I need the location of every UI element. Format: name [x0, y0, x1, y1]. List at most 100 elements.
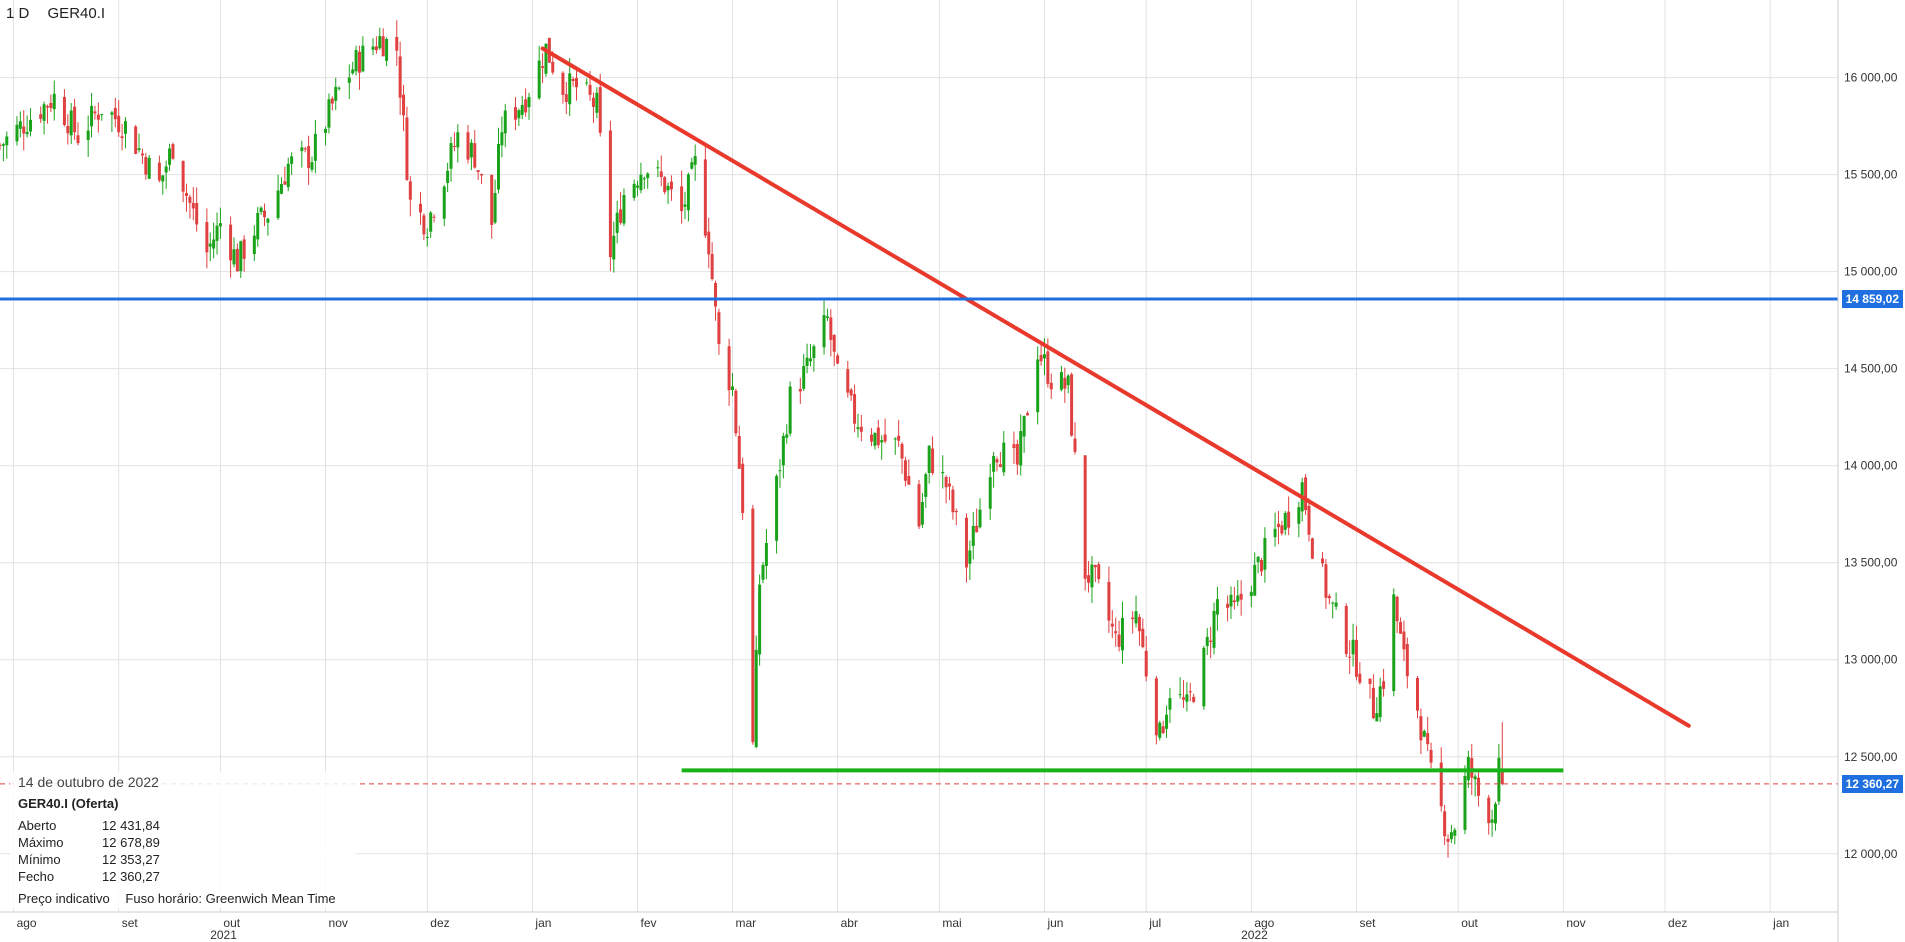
candle-body	[1371, 687, 1375, 719]
candle	[229, 216, 233, 278]
candle	[978, 498, 982, 529]
candle	[1049, 373, 1053, 399]
candle-body	[1497, 757, 1501, 802]
month-tick-label: dez	[1668, 916, 1687, 930]
month-tick-label: ago	[17, 916, 37, 930]
candle	[259, 206, 263, 215]
candle-body	[903, 460, 907, 481]
timeframe-label[interactable]: 1 D	[6, 5, 30, 22]
candle-body	[1063, 377, 1067, 389]
candle-body	[86, 130, 90, 141]
candle	[286, 157, 290, 192]
candle-body	[496, 144, 500, 190]
candle-body	[615, 212, 619, 233]
candle-body	[730, 386, 734, 391]
candle-body	[1117, 634, 1121, 647]
candle-body	[1490, 819, 1494, 823]
candle	[1154, 675, 1158, 745]
candle	[975, 508, 979, 533]
candle	[1280, 520, 1284, 536]
candle	[422, 213, 426, 241]
candle	[893, 437, 897, 455]
candle	[195, 187, 199, 232]
candle	[1405, 637, 1409, 689]
candle-body	[1012, 444, 1016, 449]
ohlc-info-panel: 14 de outubro de 2022 GER40.I (Oferta) A…	[10, 772, 356, 908]
candle	[1351, 623, 1355, 667]
candle-body	[361, 45, 365, 72]
candle-body	[303, 148, 307, 150]
candle-body	[1297, 507, 1301, 524]
info-label: Fecho	[18, 869, 55, 884]
candle	[66, 114, 70, 145]
candle	[1490, 809, 1494, 837]
candle-body	[727, 346, 731, 391]
info-value: 12 678,89	[102, 835, 160, 850]
candle-body	[263, 210, 267, 218]
candle-body	[0, 144, 2, 146]
candle	[876, 419, 880, 449]
candle	[1402, 620, 1406, 662]
candle	[290, 152, 294, 175]
price-tick-label: 14 000,00	[1844, 459, 1898, 473]
candle-body	[279, 184, 283, 194]
candle-body	[408, 181, 412, 200]
candle	[337, 86, 341, 91]
candle	[1192, 693, 1196, 703]
candle	[266, 217, 270, 236]
candle-body	[927, 445, 931, 474]
candle-body	[646, 173, 650, 179]
candle	[22, 110, 26, 151]
candle-body	[1066, 375, 1070, 386]
candle-body	[1026, 413, 1030, 416]
info-label: Mínimo	[18, 852, 61, 867]
candle-body	[1253, 564, 1257, 596]
candle	[825, 308, 829, 321]
candle-body	[446, 170, 450, 183]
candle-body	[1419, 716, 1423, 741]
candle	[256, 206, 260, 247]
candle-body	[1344, 605, 1348, 655]
candle-body	[1215, 599, 1219, 615]
candle	[1263, 527, 1267, 583]
candle-body	[754, 649, 758, 748]
chart-header: 1 D GER40.I	[6, 5, 119, 22]
candle-last	[1500, 722, 1504, 786]
candle-body	[171, 144, 175, 159]
candle-body	[920, 502, 924, 525]
candle	[873, 432, 877, 450]
price-tick-label: 12 000,00	[1844, 847, 1898, 861]
candle	[480, 173, 484, 185]
candle-body	[588, 84, 592, 95]
candle	[1497, 744, 1501, 806]
candle-body	[429, 212, 433, 232]
candle	[398, 41, 402, 116]
candle	[1253, 552, 1257, 596]
candle-body	[571, 79, 575, 81]
candle-body	[405, 117, 409, 180]
candle	[442, 184, 446, 226]
candle-body	[1226, 603, 1230, 608]
candle	[1487, 794, 1491, 835]
candle	[517, 108, 521, 127]
annotations-layer	[0, 46, 1838, 785]
candle-body	[883, 434, 887, 442]
candle-body	[290, 156, 294, 164]
candle	[408, 176, 412, 217]
candle	[452, 132, 456, 152]
candle	[29, 108, 33, 137]
candle	[1205, 628, 1209, 656]
candle	[659, 155, 663, 187]
candle-body	[1263, 537, 1267, 570]
symbol-label[interactable]: GER40.I	[47, 5, 106, 22]
candle-body	[313, 133, 317, 161]
candle-body	[1453, 829, 1457, 836]
candle	[995, 456, 999, 472]
candle	[347, 64, 351, 100]
candle-body	[900, 443, 904, 459]
candle	[303, 146, 307, 153]
candle	[100, 113, 104, 121]
candle	[1358, 662, 1362, 685]
last-price-tag: 12 360,27	[1841, 774, 1903, 793]
candle	[1304, 473, 1308, 515]
